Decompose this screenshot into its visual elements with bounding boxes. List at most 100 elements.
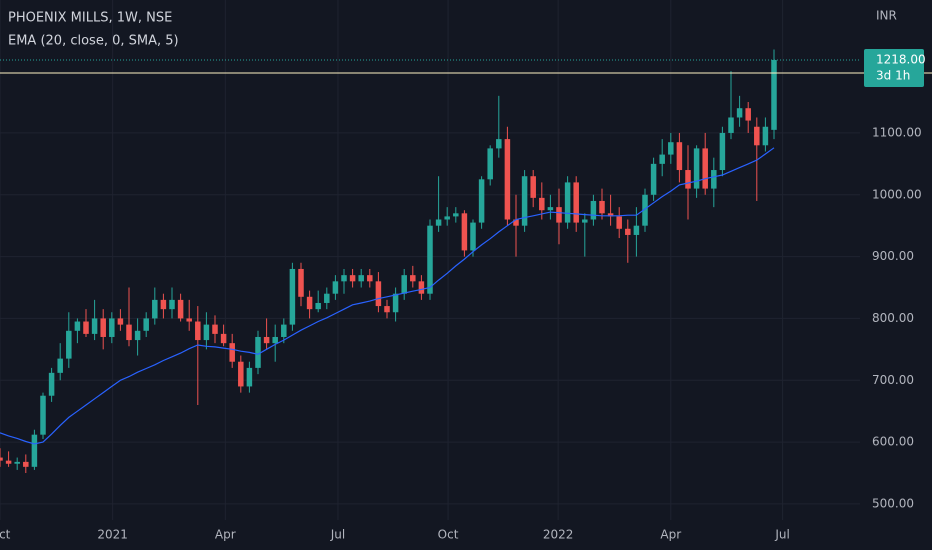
y-tick-label: 800.00 — [872, 311, 914, 325]
marks — [0, 49, 777, 474]
candle-body — [771, 59, 777, 130]
candle-body — [478, 179, 485, 223]
candle-body — [444, 216, 450, 220]
candle-body — [14, 461, 20, 464]
candle-body — [736, 108, 743, 118]
candle-body — [418, 281, 425, 294]
candle-body — [668, 142, 674, 155]
candle-body — [306, 296, 313, 310]
candle-body — [349, 275, 356, 282]
overlay: 1218.00 3d 1h — [0, 48, 932, 87]
candle-body — [728, 117, 734, 133]
indicator-label: EMA (20, close, 0, SMA, 5) — [8, 34, 179, 49]
candle-body — [31, 434, 38, 467]
candle-body — [246, 367, 253, 387]
candle-body — [74, 321, 81, 331]
candle-body — [332, 281, 339, 294]
candle-body — [384, 306, 390, 313]
candle-body — [427, 225, 433, 294]
candle-body — [599, 200, 605, 214]
x-tick-label: Apr — [660, 528, 681, 542]
candle-body — [220, 333, 227, 344]
candle-body — [238, 361, 244, 387]
candle-body — [160, 299, 167, 310]
candle-body — [650, 163, 657, 195]
candle-body — [298, 268, 304, 297]
candle-body — [676, 142, 683, 171]
candle-body — [255, 336, 261, 368]
candle-body — [453, 213, 459, 217]
candle-body — [590, 200, 597, 220]
candle-body — [195, 321, 201, 341]
candle-body — [693, 148, 700, 189]
candle-body — [401, 275, 407, 294]
candle-body — [367, 275, 373, 282]
candle-body — [375, 281, 382, 307]
price-tag-label: 1218.00 — [876, 52, 926, 66]
candle-body — [143, 318, 149, 331]
candle-body — [134, 330, 141, 341]
candle-body — [66, 330, 72, 359]
candle-body — [57, 358, 63, 373]
candle-body — [289, 268, 296, 325]
candle-body — [659, 154, 665, 164]
candle-body — [186, 318, 192, 322]
candle-body — [607, 213, 614, 217]
x-tick-label: Jul — [774, 528, 789, 542]
candle-body — [152, 299, 158, 319]
candle-body — [40, 395, 46, 435]
x-tick-label: Jul — [330, 528, 345, 542]
x-tick-label: 2021 — [97, 528, 128, 542]
candle-body — [83, 321, 89, 334]
candle-body — [358, 275, 364, 282]
candle-body — [573, 182, 579, 223]
candle-body — [117, 318, 124, 325]
candle-body — [745, 108, 751, 121]
candle-body — [315, 302, 321, 310]
candle-body — [513, 219, 519, 226]
candle-body — [496, 139, 502, 149]
candle-body — [5, 460, 12, 464]
x-tick-label: Oct — [0, 528, 11, 542]
candle-body — [556, 207, 562, 223]
candle-body — [642, 194, 648, 226]
candle-body — [324, 293, 330, 303]
candle-body — [263, 336, 270, 344]
x-tick-label: Apr — [215, 528, 236, 542]
candle-body — [392, 293, 399, 313]
candle-body — [633, 225, 640, 235]
currency-label: INR — [876, 9, 897, 23]
y-tick-label: 500.00 — [872, 496, 914, 510]
y-tick-label: 700.00 — [872, 373, 914, 387]
candle-body — [23, 461, 29, 467]
candle-body — [504, 139, 511, 220]
candle-body — [229, 343, 235, 362]
candle-body — [281, 324, 287, 337]
candle-body — [203, 324, 210, 341]
candle-body — [177, 299, 184, 319]
y-tick-label: 1100.00 — [872, 125, 922, 139]
candle-body — [169, 299, 175, 310]
candle-body — [616, 216, 622, 229]
candle-body — [91, 318, 98, 334]
candle-body — [719, 132, 726, 171]
candle-body — [685, 170, 691, 189]
candle-body — [100, 318, 106, 337]
candle-body — [272, 336, 278, 344]
y-tick-label: 1000.00 — [872, 187, 922, 201]
candle-body — [521, 176, 528, 226]
ema-line — [0, 147, 775, 445]
candle-body — [539, 197, 545, 211]
x-tick-label: 2022 — [543, 528, 574, 542]
candle-body — [762, 126, 769, 146]
candle-body — [547, 207, 554, 211]
candle-body — [487, 148, 493, 180]
candle-body — [702, 148, 708, 189]
y-tick-label: 900.00 — [872, 249, 914, 263]
candle-body — [625, 228, 631, 235]
candle-body — [582, 219, 588, 223]
candle-body — [109, 318, 115, 337]
candle-body — [212, 324, 218, 334]
